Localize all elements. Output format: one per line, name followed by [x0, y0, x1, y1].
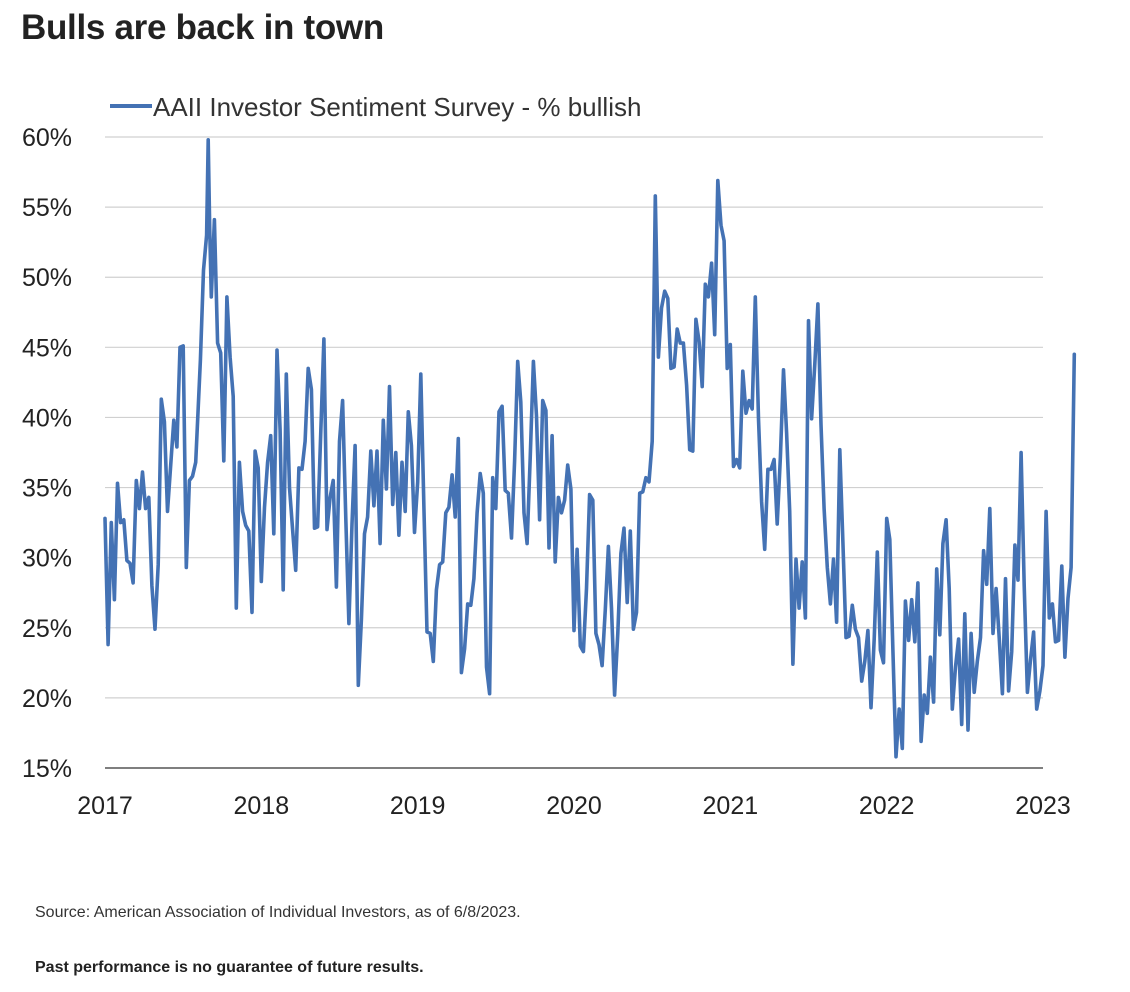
y-tick-label: 25% — [22, 615, 72, 643]
series-layer — [103, 138, 1077, 759]
legend: AAII Investor Sentiment Survey - % bulli… — [110, 92, 641, 122]
source-note: Source: American Association of Individu… — [35, 904, 521, 921]
x-tick-label: 2020 — [546, 792, 602, 820]
y-tick-label: 40% — [22, 404, 72, 432]
disclaimer: Past performance is no guarantee of futu… — [35, 959, 424, 976]
y-tick-label: 45% — [22, 334, 72, 362]
x-tick-label: 2023 — [1015, 792, 1071, 820]
y-tick-label: 55% — [22, 194, 72, 222]
y-tick-label: 50% — [22, 264, 72, 292]
x-tick-label: 2019 — [390, 792, 446, 820]
x-tick-label: 2021 — [703, 792, 759, 820]
chart-title: Bulls are back in town — [21, 8, 384, 47]
x-tick-label: 2017 — [77, 792, 133, 820]
y-tick-label: 35% — [22, 475, 72, 503]
line-chart: AAII Investor Sentiment Survey - % bulli… — [22, 92, 1077, 820]
y-tick-label: 15% — [22, 755, 72, 783]
legend-label: AAII Investor Sentiment Survey - % bulli… — [153, 92, 641, 122]
x-tick-label: 2018 — [234, 792, 290, 820]
y-tick-label: 60% — [22, 124, 72, 152]
x-tick-label: 2022 — [859, 792, 915, 820]
y-tick-label: 20% — [22, 685, 72, 713]
x-axis-ticks: 2017 2018 2019 2020 2021 2022 2023 — [77, 792, 1071, 820]
y-axis-ticks: 15% 20% 25% 30% 35% 40% 45% 50% 55% 60% — [22, 124, 72, 783]
series-line — [103, 138, 1077, 759]
y-tick-label: 30% — [22, 545, 72, 573]
